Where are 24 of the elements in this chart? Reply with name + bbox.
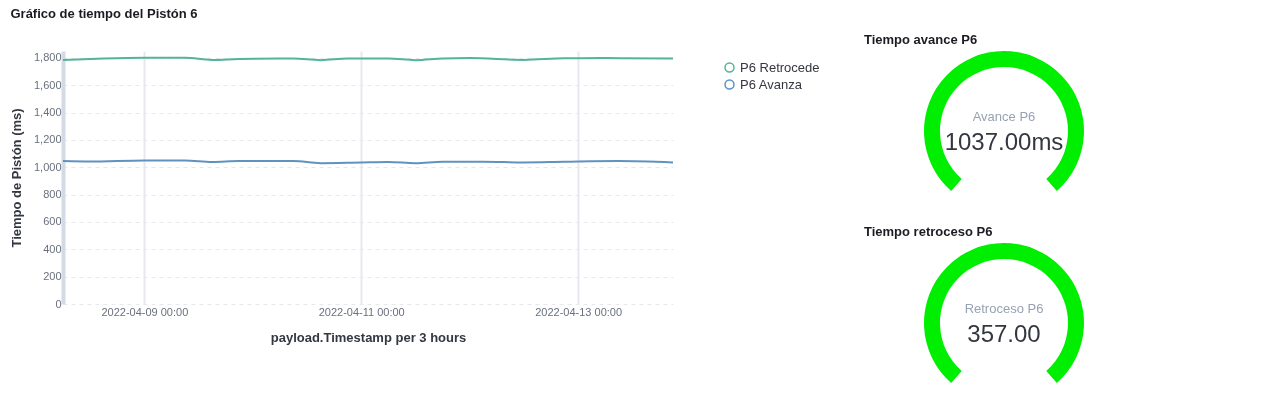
y-tick-label: 600 bbox=[43, 215, 62, 228]
y-tick-label: 1,400 bbox=[33, 106, 62, 119]
y-axis-title: Tiempo de Pistón (ms) bbox=[8, 108, 24, 248]
y-tick-label: 0 bbox=[55, 297, 62, 310]
text: 1037.00ms bbox=[944, 128, 1064, 155]
y-tick-label: 1,000 bbox=[33, 160, 62, 173]
x-tick-label: 2022-04-09 00:00 bbox=[101, 305, 189, 318]
y-tick-label: 400 bbox=[43, 242, 62, 255]
legend-label: P6 Avanza bbox=[740, 76, 803, 92]
chart-title: Gráfico de tiempo del Pistón 6 bbox=[10, 6, 198, 21]
y-tick-label: 200 bbox=[43, 270, 62, 283]
y-tick-label: 1,800 bbox=[33, 51, 62, 64]
y-tick-label: 800 bbox=[43, 188, 62, 201]
text: Avance P6 bbox=[972, 109, 1036, 124]
legend-label: P6 Retrocede bbox=[740, 59, 820, 75]
text: 357.00 bbox=[967, 320, 1041, 347]
chart-title: Tiempo avance P6 bbox=[864, 32, 978, 47]
x-tick-label: 2022-04-13 00:00 bbox=[535, 305, 623, 318]
chart-title: Tiempo retroceso P6 bbox=[864, 224, 993, 239]
x-tick-label: 2022-04-11 00:00 bbox=[318, 305, 405, 318]
text: Retroceso P6 bbox=[964, 301, 1044, 316]
x-axis-title: payload.Timestamp per 3 hours bbox=[270, 329, 467, 345]
y-tick-label: 1,600 bbox=[33, 78, 62, 91]
y-tick-label: 1,200 bbox=[33, 133, 62, 146]
